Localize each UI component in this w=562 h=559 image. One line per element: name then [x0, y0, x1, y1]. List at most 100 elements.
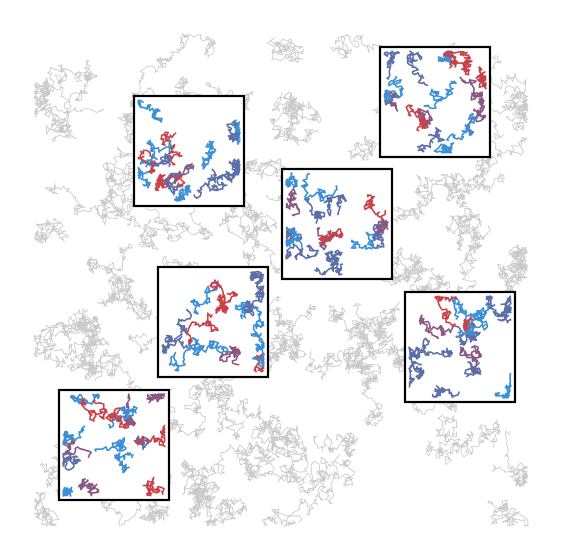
highlight-box-1	[132, 94, 246, 208]
background-walk	[415, 172, 464, 207]
background-walk	[387, 253, 424, 285]
background-walk	[33, 491, 60, 527]
colored-walk	[305, 198, 326, 224]
colored-walk	[94, 437, 127, 453]
colored-walk	[285, 243, 319, 261]
colored-walk	[285, 228, 303, 248]
colored-walk	[456, 317, 483, 338]
colored-walk	[243, 292, 265, 317]
background-walk	[188, 465, 221, 527]
background-walk	[277, 434, 308, 486]
colored-walk	[161, 334, 177, 355]
colored-walk	[114, 451, 134, 474]
highlight-box-5	[403, 290, 517, 404]
colored-walk	[450, 295, 468, 325]
colored-walk	[168, 336, 201, 372]
background-walk	[501, 246, 528, 284]
background-walk	[270, 101, 319, 146]
colored-walk	[215, 291, 239, 314]
colored-walk	[226, 120, 240, 143]
colored-walk	[448, 58, 473, 76]
colored-walk	[190, 280, 222, 315]
colored-walk	[201, 140, 217, 170]
background-walk	[355, 302, 401, 340]
colored-walk	[209, 279, 229, 313]
colored-walk	[475, 66, 487, 90]
colored-walk	[408, 365, 425, 388]
background-walk	[67, 334, 98, 378]
colored-walk	[318, 228, 344, 244]
background-walk	[352, 303, 375, 358]
box-fill	[380, 47, 490, 157]
colored-walk	[459, 345, 483, 373]
background-walk	[258, 420, 296, 462]
background-walk	[168, 379, 217, 439]
background-walk	[138, 499, 171, 525]
colored-walk	[408, 346, 424, 367]
colored-walk	[494, 372, 512, 399]
colored-walk	[62, 486, 74, 497]
colored-walk	[431, 385, 461, 399]
background-walk	[204, 497, 248, 527]
background-walk	[304, 346, 361, 381]
colored-walk	[314, 249, 343, 276]
colored-walk	[154, 173, 170, 192]
background-walk	[266, 37, 305, 63]
background-walk	[33, 321, 67, 368]
colored-walk	[442, 50, 471, 65]
background-walk	[109, 280, 153, 321]
background-walk	[487, 499, 529, 527]
colored-walk	[500, 295, 512, 319]
colored-walk	[249, 270, 265, 283]
colored-walk	[421, 337, 454, 358]
background-walk	[102, 146, 142, 228]
background-walk	[34, 217, 70, 244]
colored-walk	[464, 361, 482, 378]
background-walk	[361, 373, 384, 427]
colored-walk	[162, 164, 195, 196]
colored-walk	[173, 308, 198, 350]
colored-walk	[455, 316, 476, 339]
colored-walk	[418, 314, 461, 340]
colored-walk	[383, 75, 404, 105]
highlight-box-6	[57, 388, 171, 502]
colored-walk	[250, 305, 265, 339]
colored-walk	[459, 76, 485, 105]
colored-walk	[228, 158, 241, 176]
colored-walk	[323, 194, 348, 217]
box-border	[280, 167, 394, 281]
colored-walk	[193, 340, 229, 356]
colored-walk	[406, 50, 429, 87]
colored-walk	[185, 312, 219, 346]
background-walk	[347, 337, 415, 379]
colored-walk	[300, 172, 338, 202]
colored-walk	[136, 424, 166, 448]
background-walk	[460, 154, 498, 195]
colored-walk	[433, 142, 455, 154]
box-border	[403, 290, 517, 404]
colored-walk	[434, 295, 459, 326]
highlight-box-4	[156, 265, 270, 379]
box-border	[378, 45, 492, 159]
colored-walk	[219, 345, 242, 366]
background-walk	[271, 92, 305, 126]
colored-walk	[285, 172, 298, 189]
background-walk	[445, 207, 482, 252]
background-walk	[491, 430, 529, 488]
colored-walk	[193, 168, 228, 199]
highlight-box-2	[378, 45, 492, 159]
colored-walk	[107, 405, 138, 429]
highlight-box-3	[280, 167, 394, 281]
colored-walk	[285, 188, 301, 217]
colored-walk	[133, 435, 151, 451]
colored-walk	[160, 131, 183, 166]
background-walk	[54, 319, 109, 359]
colored-walk	[383, 50, 401, 80]
colored-walk	[142, 476, 165, 497]
colored-walk	[458, 330, 481, 346]
background-walk	[66, 348, 116, 382]
background-walk	[239, 203, 278, 238]
highlighted-regions	[57, 45, 517, 502]
background-walk	[189, 440, 265, 509]
colored-walk	[105, 407, 130, 429]
